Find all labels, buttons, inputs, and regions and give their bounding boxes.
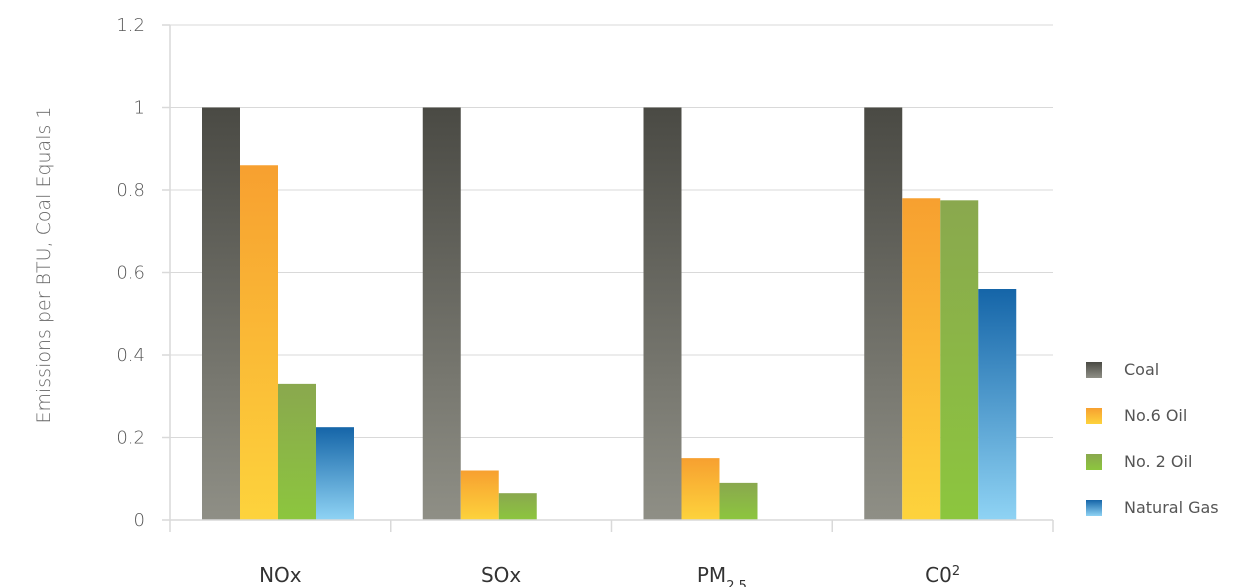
bar-coal-pm xyxy=(643,107,682,520)
bar-coal-c0 xyxy=(864,107,903,520)
bar-natural-gas-nox xyxy=(316,427,354,520)
bar-no-6-oil-sox xyxy=(460,470,499,520)
bar-no-6-oil-nox xyxy=(240,165,278,520)
y-tick-label: 1.2 xyxy=(116,15,145,36)
axes: 0 0.2 0.4 0.6 0.8 1 1.2 NOx SOx PM2.5 C02 xyxy=(116,15,1054,587)
y-tick-label: 0.6 xyxy=(116,263,145,284)
bars xyxy=(202,107,1017,520)
y-tick-label: 0 xyxy=(134,510,145,531)
x-category-label: PM2.5 xyxy=(697,563,747,587)
legend-swatch xyxy=(1086,408,1102,424)
bar-no-2-oil-c0 xyxy=(940,200,979,520)
y-tick-label: 0.4 xyxy=(116,345,145,366)
bar-coal-nox xyxy=(202,107,240,520)
bar-no-6-oil-c0 xyxy=(902,198,941,520)
bar-coal-sox xyxy=(422,107,461,520)
y-axis-label: Emissions per BTU, Coal Equals 1 xyxy=(33,106,55,423)
legend-label: Coal xyxy=(1124,360,1159,379)
y-tick-label: 1 xyxy=(134,98,145,119)
legend-label: Natural Gas xyxy=(1124,498,1219,517)
legend-label: No.6 Oil xyxy=(1124,406,1187,425)
y-tick-label: 0.2 xyxy=(116,428,145,449)
x-category-label: SOx xyxy=(481,563,521,587)
bar-natural-gas-c0 xyxy=(978,289,1017,520)
bar-no-6-oil-pm xyxy=(681,458,720,520)
bar-no-2-oil-sox xyxy=(498,493,537,520)
legend-swatch xyxy=(1086,362,1102,378)
legend: Coal No.6 Oil No. 2 Oil Natural Gas xyxy=(1086,360,1219,517)
legend-label: No. 2 Oil xyxy=(1124,452,1192,471)
bar-no-2-oil-nox xyxy=(278,383,316,520)
y-tick-label: 0.8 xyxy=(116,180,145,201)
x-category-label: NOx xyxy=(259,563,302,587)
bar-no-2-oil-pm xyxy=(719,482,758,520)
x-category-label: C02 xyxy=(925,563,960,587)
legend-swatch xyxy=(1086,454,1102,470)
legend-swatch xyxy=(1086,500,1102,516)
